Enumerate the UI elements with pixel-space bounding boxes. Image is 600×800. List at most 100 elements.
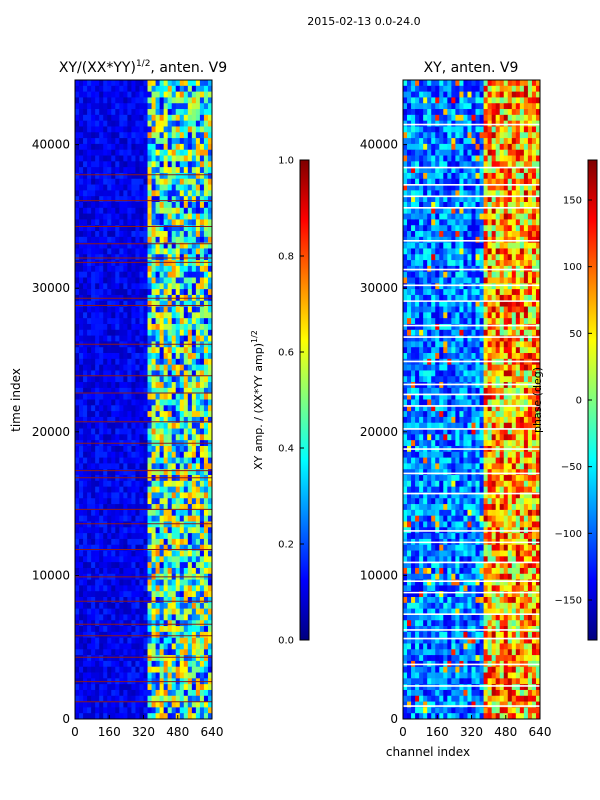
heatmap-cell	[127, 527, 132, 534]
heatmap-cell	[203, 149, 209, 156]
heatmap-cell	[75, 445, 80, 453]
heatmap-cell	[415, 219, 420, 226]
heatmap-cell	[175, 556, 181, 563]
heatmap-cell	[179, 277, 185, 284]
heatmap-cell	[187, 207, 193, 215]
heatmap-cell	[127, 480, 132, 488]
heatmap-cell	[459, 207, 464, 215]
heatmap-cell	[187, 626, 193, 633]
heatmap-cell	[167, 318, 173, 325]
heatmap-cell	[103, 248, 108, 255]
heatmap-cell	[151, 335, 156, 342]
heatmap-cell	[147, 358, 152, 366]
heatmap-cell	[91, 103, 96, 110]
heatmap-cell	[463, 190, 468, 197]
heatmap-cell	[91, 184, 96, 191]
heatmap-cell	[147, 306, 152, 313]
heatmap-cell	[99, 300, 104, 307]
heatmap-cell	[483, 196, 489, 203]
heatmap-cell	[203, 597, 209, 604]
heatmap-cell	[119, 672, 124, 679]
heatmap-cell	[495, 231, 501, 238]
heatmap-cell	[151, 387, 156, 395]
heatmap-cell	[159, 672, 165, 679]
heatmap-cell	[159, 631, 165, 639]
heatmap-cell	[167, 445, 173, 453]
heatmap-cell	[99, 184, 104, 191]
heatmap-cell	[199, 201, 205, 209]
heatmap-cell	[187, 649, 193, 656]
heatmap-cell	[75, 684, 80, 691]
heatmap-cell	[187, 428, 193, 435]
heatmap-cell	[199, 591, 205, 598]
heatmap-cell	[115, 85, 120, 93]
heatmap-cell	[95, 393, 100, 400]
heatmap-cell	[435, 97, 440, 104]
heatmap-cell	[103, 550, 108, 557]
heatmap-cell	[403, 80, 408, 87]
heatmap-cell	[111, 271, 116, 278]
heatmap-cell	[147, 196, 152, 203]
heatmap-cell	[203, 329, 209, 336]
heatmap-cell	[175, 126, 181, 133]
heatmap-cell	[479, 207, 484, 215]
heatmap-cell	[119, 370, 124, 377]
heatmap-cell	[471, 80, 476, 87]
heatmap-cell	[191, 655, 197, 662]
heatmap-cell	[439, 184, 444, 191]
heatmap-cell	[87, 201, 92, 209]
heatmap-cell	[155, 207, 161, 215]
heatmap-cell	[187, 376, 193, 383]
heatmap-cell	[163, 335, 169, 342]
heatmap-cell	[95, 370, 100, 377]
heatmap-cell	[203, 114, 209, 122]
heatmap-cell	[115, 358, 120, 366]
heatmap-cell	[415, 114, 420, 122]
heatmap-cell	[91, 120, 96, 127]
heatmap-cell	[175, 289, 181, 296]
heatmap-cell	[199, 666, 205, 673]
heatmap-cell	[163, 486, 169, 493]
heatmap-cell	[463, 196, 468, 203]
heatmap-cell	[159, 178, 165, 185]
heatmap-cell	[203, 637, 209, 644]
heatmap-cell	[123, 660, 128, 668]
heatmap-cell	[195, 231, 201, 238]
heatmap-cell	[175, 138, 181, 145]
heatmap-cell	[163, 509, 169, 517]
heatmap-cell	[499, 207, 505, 215]
heatmap-cell	[115, 428, 120, 435]
heatmap-cell	[83, 689, 88, 697]
heatmap-cell	[131, 515, 136, 522]
heatmap-cell	[155, 387, 161, 395]
heatmap-cell	[91, 591, 96, 598]
heatmap-cell	[99, 457, 104, 464]
heatmap-cell	[103, 329, 108, 336]
heatmap-cell	[203, 527, 209, 534]
heatmap-cell	[199, 655, 205, 662]
heatmap-cell	[163, 579, 169, 586]
heatmap-cell	[87, 655, 92, 662]
heatmap-cell	[199, 515, 205, 522]
heatmap-cell	[203, 242, 209, 249]
heatmap-cell	[527, 242, 533, 249]
heatmap-cell	[207, 399, 213, 406]
heatmap-cell	[183, 323, 189, 331]
heatmap-cell	[523, 236, 529, 244]
heatmap-cell	[507, 91, 513, 98]
heatmap-cell	[115, 283, 120, 290]
heatmap-cell	[203, 626, 209, 633]
heatmap-cell	[95, 254, 100, 261]
heatmap-cell	[123, 521, 128, 528]
heatmap-cell	[431, 132, 436, 139]
heatmap-cell	[103, 672, 108, 679]
heatmap-cell	[99, 207, 104, 215]
heatmap-cell	[123, 451, 128, 458]
heatmap-cell	[459, 260, 464, 267]
heatmap-cell	[511, 132, 517, 139]
heatmap-cell	[535, 172, 541, 180]
heatmap-cell	[99, 469, 104, 476]
heatmap-cell	[131, 97, 136, 104]
heatmap-cell	[91, 370, 96, 377]
heatmap-cell	[531, 225, 537, 232]
